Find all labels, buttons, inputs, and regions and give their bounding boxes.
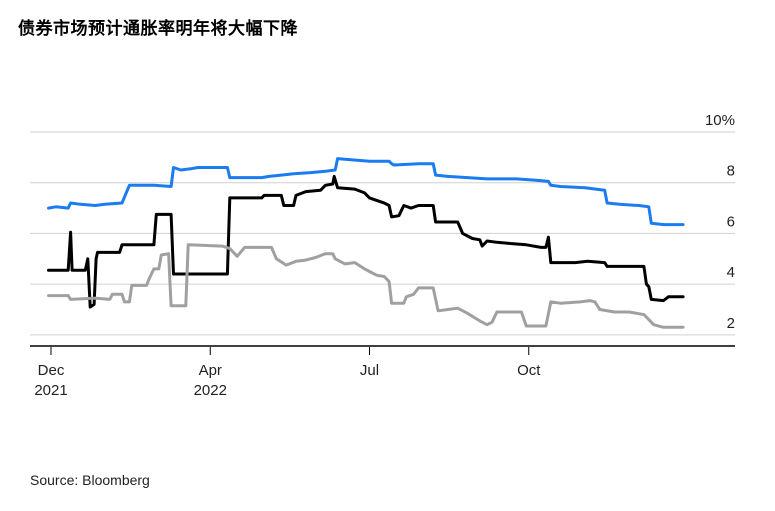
x-tick-sublabel: 2021 — [34, 382, 67, 399]
series-lines — [47, 157, 685, 329]
x-tick-label: Dec — [38, 362, 65, 379]
gridlines — [30, 131, 735, 336]
x-axis: Dec 2021 Apr 2022 Jul Oct — [30, 345, 735, 399]
x-tick-label: Oct — [517, 362, 541, 379]
y-tick-label: 2 — [727, 315, 735, 332]
chart-title: 债券市场预计通胀率明年将大幅下降 — [18, 19, 298, 39]
source-note: Source: Bloomberg — [30, 472, 150, 488]
x-tick-label: Apr — [199, 362, 222, 379]
y-tick-label: 10% — [705, 112, 735, 129]
y-tick-label: 6 — [727, 213, 735, 230]
y-tick-label: 8 — [727, 163, 735, 180]
series-line-3 — [47, 243, 685, 329]
series-line-1 — [47, 157, 685, 227]
y-tick-label: 4 — [727, 264, 735, 281]
x-tick-sublabel: 2022 — [194, 382, 227, 399]
series-line-2 — [47, 174, 685, 309]
x-tick-label: Jul — [360, 362, 379, 379]
y-axis: 10% 8 6 4 2 — [705, 112, 735, 332]
